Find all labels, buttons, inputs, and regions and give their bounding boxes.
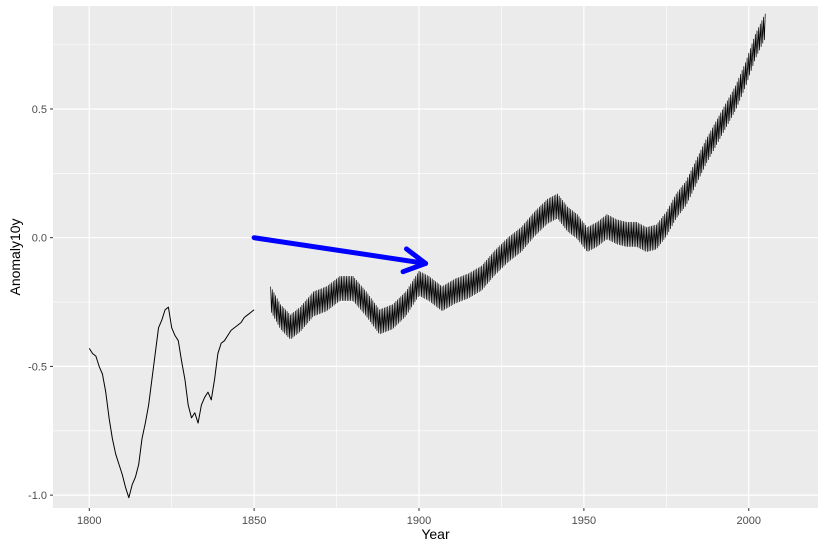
annotation-arrow-shaft: [251, 235, 429, 266]
y-axis-ticks: -1.0 -0.5 0.0 0.5: [28, 104, 53, 502]
series-line-1: [88, 306, 255, 499]
annotation-arrow-head: [400, 246, 429, 275]
y-tick-label: -0.5: [28, 361, 47, 373]
x-tick-label: 1850: [242, 515, 266, 527]
plot-panel: [53, 6, 818, 508]
grid-minor: [53, 6, 818, 508]
annotation-layer: [251, 235, 429, 275]
x-tick-label: 1800: [77, 515, 101, 527]
x-axis-title: Year: [421, 526, 450, 542]
y-tick-label: 0.0: [32, 233, 47, 245]
x-tick-label: 1950: [572, 515, 596, 527]
series-line-2: [270, 13, 766, 339]
y-axis-title: Anomaly10y: [7, 218, 23, 295]
series-layer: [88, 13, 766, 499]
x-tick-label: 2000: [737, 515, 761, 527]
grid-major: [53, 6, 818, 508]
x-axis-ticks: 1800 1850 1900 1950 2000: [77, 508, 761, 527]
x-tick-label: 1900: [407, 515, 431, 527]
y-tick-label: 0.5: [32, 104, 47, 116]
y-tick-label: -1.0: [28, 490, 47, 502]
